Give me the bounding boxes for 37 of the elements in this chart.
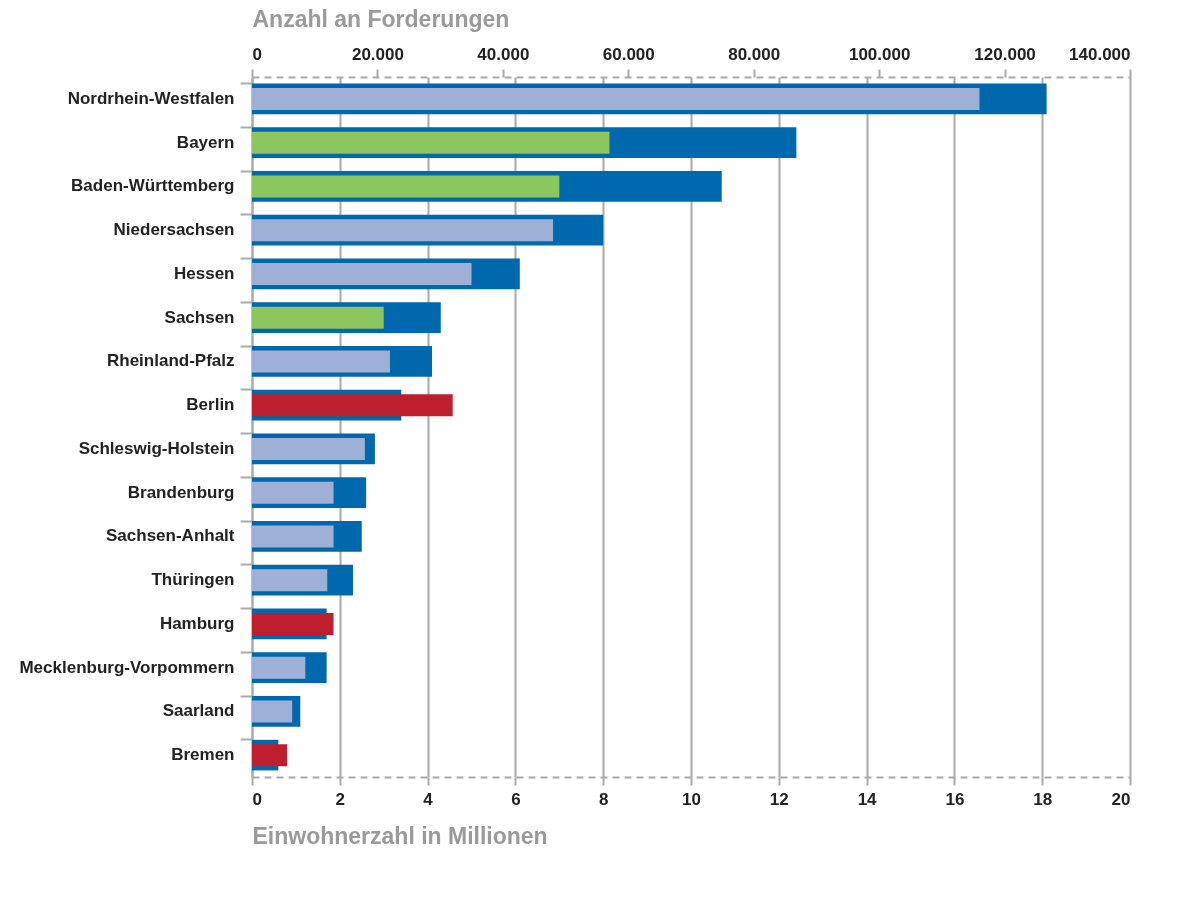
y-tick-label: Mecklenburg-Vorpommern	[19, 657, 235, 677]
x-tick-label: 20	[1111, 789, 1131, 809]
y-tick-label: Niedersachsen	[113, 220, 235, 240]
y-tick-label: Rheinland-Pfalz	[106, 351, 235, 371]
y-tick-label: Thüringen	[151, 570, 235, 590]
y-tick-label: Hamburg	[159, 613, 235, 633]
x-tick-label: 0	[252, 789, 262, 809]
x-tick-label: 16	[945, 789, 965, 809]
x-tick-label: 2	[335, 789, 346, 809]
x-axis-title: Einwohnerzahl in Millionen	[252, 822, 548, 849]
x2-tick-label: 140.000	[1069, 44, 1131, 64]
x-tick-label: 8	[598, 789, 609, 809]
y-tick-label: Brandenburg	[127, 482, 235, 502]
x2-tick-label: 80.000	[728, 44, 781, 64]
y-tick-label: Schleswig-Holstein	[78, 438, 235, 458]
x2-axis-title: Anzahl an Forderungen	[252, 5, 510, 32]
x-tick-label: 6	[511, 789, 521, 809]
y-tick-label: Bayern	[176, 132, 235, 152]
y-tick-label: Sachsen-Anhalt	[106, 526, 235, 546]
x2-tick-label: 40.000	[477, 44, 530, 64]
x2-tick-label: 0	[252, 44, 262, 64]
x-tick-label: 10	[682, 789, 701, 809]
x-tick-label: 12	[769, 789, 789, 809]
x2-tick-label: 100.000	[848, 44, 911, 64]
y-tick-label: Bremen	[171, 745, 235, 765]
x2-tick-label: 60.000	[602, 44, 655, 64]
y-tick-label: Berlin	[186, 395, 235, 415]
x-tick-label: 18	[1033, 789, 1053, 809]
y-tick-label: Saarland	[162, 701, 235, 721]
x2-tick-label: 120.000	[974, 44, 1036, 64]
y-tick-label: Baden-Württemberg	[71, 176, 235, 196]
x-tick-label: 14	[857, 789, 878, 809]
y-tick-label: Sachsen	[164, 307, 235, 327]
y-tick-label: Nordrhein-Westfalen	[67, 88, 235, 108]
x2-tick-label: 20.000	[351, 44, 404, 64]
x-tick-label: 4	[423, 789, 434, 809]
y-tick-label: Hessen	[174, 263, 235, 283]
